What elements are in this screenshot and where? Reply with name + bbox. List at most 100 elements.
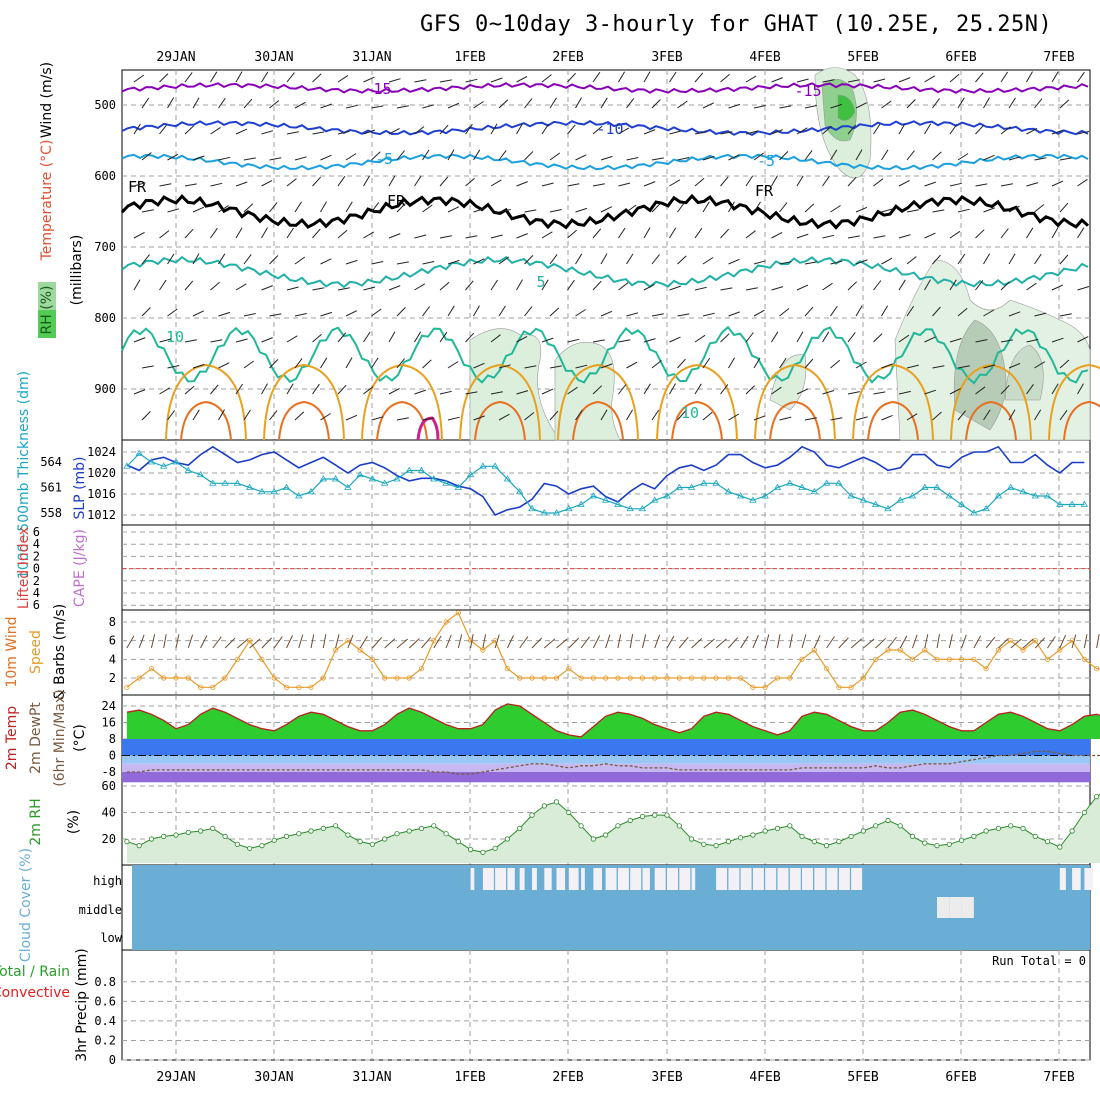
- date-label-top: 7FEB: [1043, 50, 1074, 65]
- wind-barb: [516, 233, 528, 239]
- wind10-barb: [1022, 638, 1034, 649]
- rh-point: [504, 836, 510, 842]
- isotherm-15-arch: [950, 363, 1032, 441]
- wind-barb: [651, 99, 661, 109]
- wind-barb: [924, 279, 931, 291]
- precip-convective-label: Convective: [0, 985, 70, 1001]
- wind10-barb: [641, 634, 647, 649]
- wind-barb: [549, 209, 562, 213]
- wind-speed-point: [185, 675, 191, 681]
- wind-barb: [473, 305, 480, 317]
- thickness-tick-label: 561: [40, 481, 62, 495]
- thickness-point: [331, 475, 340, 482]
- wind-barb: [575, 309, 586, 317]
- wind-barb: [396, 203, 406, 213]
- contour-label: FR: [128, 178, 147, 196]
- wind-speed-point: [345, 638, 351, 644]
- y-tick-label: 0.6: [94, 994, 116, 1008]
- cloud-clear-block-mid: [961, 897, 974, 918]
- wind-barb: [618, 182, 631, 187]
- rh2m-legend-label: 2m RH: [28, 798, 44, 845]
- rh-point: [1069, 828, 1075, 834]
- rh-point: [676, 823, 682, 829]
- wind-speed-point: [602, 675, 609, 681]
- wind10-barb: [335, 634, 340, 649]
- rh-point: [823, 842, 830, 849]
- wind-barb: [975, 124, 985, 135]
- wind-barb: [983, 154, 995, 161]
- wind-barb: [524, 412, 535, 421]
- wind-barb: [1059, 99, 1070, 109]
- wind10-barb: [408, 638, 420, 649]
- wind-barb: [422, 149, 430, 161]
- wind-barb: [702, 312, 715, 317]
- wind-barb: [210, 182, 223, 187]
- wind-barb: [184, 339, 197, 343]
- rh-point: [198, 828, 204, 834]
- wind-barb: [524, 306, 533, 317]
- wind10-barb: [752, 634, 759, 649]
- wind-barb: [465, 280, 474, 291]
- wind-barb: [192, 206, 205, 213]
- wind-barb: [490, 279, 499, 291]
- wind-barb: [286, 335, 298, 343]
- y-tick-label: 0: [33, 562, 40, 576]
- rh-point: [296, 831, 302, 837]
- contour-label: 10: [166, 328, 184, 346]
- wind-barb: [422, 417, 435, 421]
- rh-point: [627, 817, 633, 824]
- wind-barb: [924, 389, 937, 395]
- rh-point: [836, 838, 842, 845]
- wind10-barb: [519, 636, 529, 649]
- thickness-point: [245, 483, 254, 490]
- wind-barb: [822, 234, 835, 239]
- wind-barb: [345, 357, 353, 369]
- rh2m-units-label: (%): [66, 810, 82, 834]
- wind10-barb: [912, 634, 918, 649]
- rh-contour-area: [554, 341, 621, 441]
- wind-barb: [371, 357, 379, 369]
- temperature-band: [122, 763, 1090, 772]
- wind10-barb: [543, 638, 556, 649]
- wind-barb: [575, 364, 588, 369]
- wind10-barb: [470, 634, 474, 649]
- wind10-barb: [298, 634, 304, 649]
- wind-barb: [898, 390, 911, 395]
- rh-point: [517, 825, 523, 832]
- wind-speed-point: [1032, 638, 1038, 644]
- wind-barb: [720, 228, 730, 239]
- wind-barb: [592, 339, 605, 343]
- wind-barb: [906, 99, 916, 109]
- wind-barb: [549, 254, 558, 265]
- wind10-barb: [445, 634, 452, 649]
- wind-barb: [269, 100, 280, 109]
- date-label-bottom: 7FEB: [1043, 1070, 1074, 1085]
- isotherm-15-arch: [165, 363, 247, 441]
- rh-fill: [126, 794, 1100, 863]
- wind-barb: [1059, 157, 1072, 161]
- contour-label: -5: [375, 150, 393, 168]
- wind-barb: [141, 209, 154, 213]
- rh-line: [126, 793, 1100, 853]
- wind10-barb: [163, 634, 167, 649]
- wind-barb: [541, 388, 554, 395]
- wind-barb: [830, 260, 843, 265]
- wind-barb: [159, 279, 167, 291]
- wind-barb: [975, 72, 984, 83]
- wind-barb: [312, 176, 321, 187]
- wind-barb: [779, 308, 790, 317]
- pressure-units-label: (millibars): [69, 235, 85, 306]
- wind-barb: [261, 337, 273, 343]
- wind-barb: [159, 73, 169, 83]
- thickness-line: [126, 452, 1085, 514]
- wind-barb: [465, 235, 478, 239]
- wind-speed-point: [283, 684, 290, 690]
- wind-barb: [218, 205, 229, 213]
- wind-speed-point: [578, 675, 584, 681]
- wind10-barb: [187, 634, 194, 649]
- wind-barb: [490, 77, 503, 83]
- thickness-point: [847, 492, 855, 499]
- upper-air-legend: RH (%) Temperature (°C) Wind (m/s) (milliba…: [38, 62, 85, 338]
- wind10-barb: [813, 635, 821, 649]
- wind-barb: [567, 386, 578, 395]
